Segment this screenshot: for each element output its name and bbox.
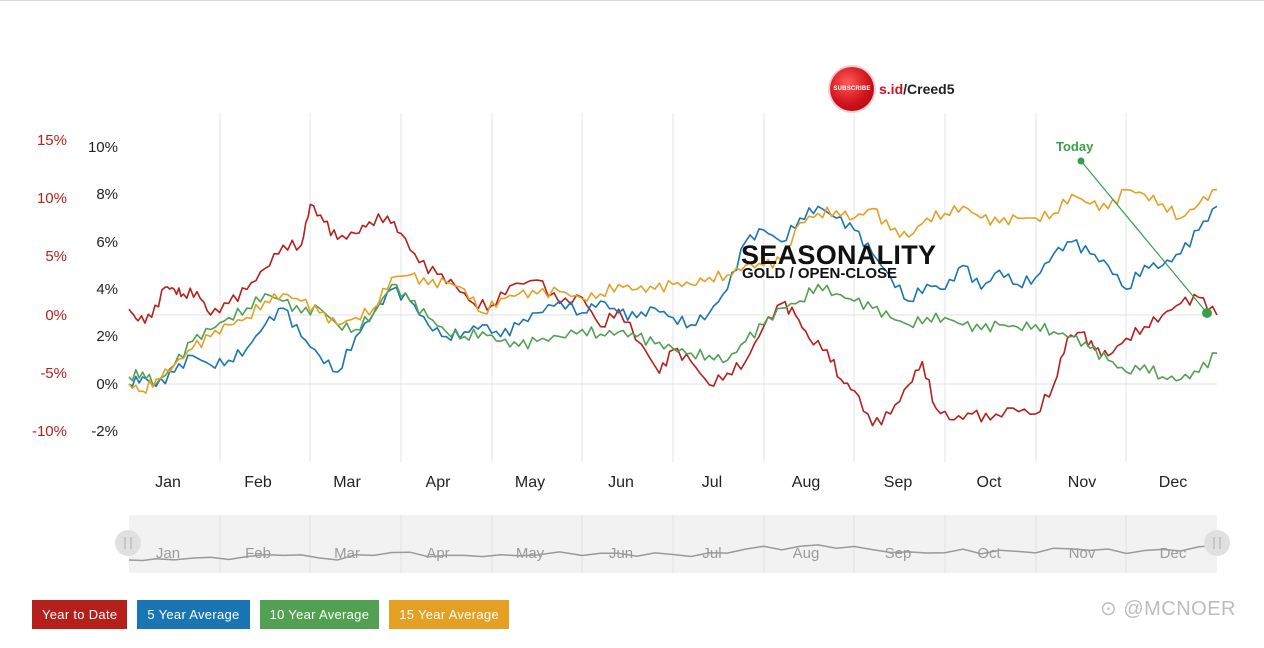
month-label: Nov — [1067, 474, 1097, 491]
left-axis-tick: 10% — [36, 190, 67, 207]
series-line-10-year-average — [128, 283, 1218, 386]
avg-axis-tick: 10% — [87, 139, 118, 156]
left-axis-tick: 5% — [45, 248, 67, 265]
navigator-series — [128, 544, 1218, 562]
navigator-right-handle[interactable] — [1204, 530, 1230, 556]
navigator-month-label: Jul — [702, 545, 722, 562]
month-label: Feb — [244, 474, 272, 491]
month-label: Jan — [155, 474, 181, 491]
month-label: May — [514, 474, 546, 491]
navigator-month-label: Mar — [334, 545, 360, 562]
month-label: Jul — [701, 474, 723, 491]
top-divider — [0, 0, 1264, 1]
today-marker-line — [1080, 160, 1208, 314]
left-axis-tick: -5% — [40, 365, 67, 382]
avg-axis-tick: 6% — [96, 234, 118, 251]
navigator-left-handle[interactable] — [115, 530, 141, 556]
month-label: Sep — [883, 474, 913, 491]
today-marker-dot — [1077, 157, 1085, 165]
chart-subtitle: GOLD / OPEN-CLOSE — [742, 265, 898, 282]
chart-title: SEASONALITY — [741, 240, 937, 270]
avg-axis-tick: 8% — [96, 186, 118, 203]
left-axis-tick: 15% — [36, 132, 67, 149]
legend-5-year-average-button[interactable]: 5 Year Average — [137, 600, 250, 629]
month-label: Mar — [333, 474, 361, 491]
legend-year-to-date-button[interactable]: Year to Date — [32, 600, 128, 629]
navigator-month-label: Jun — [608, 545, 634, 562]
month-label: Apr — [425, 474, 451, 491]
series-line-5-year-average — [128, 205, 1218, 388]
navigator-month-label: Aug — [792, 545, 820, 562]
legend-15-year-average-button[interactable]: 15 Year Average — [389, 600, 509, 629]
avg-axis-tick: -2% — [91, 423, 118, 440]
series-line-year-to-date — [128, 203, 1218, 427]
avg-axis-tick: 4% — [96, 281, 118, 298]
navigator-month-label: Apr — [426, 545, 450, 562]
today-label: Today — [1056, 139, 1094, 154]
navigator-month-label: Sep — [884, 545, 912, 562]
navigator-gridlines — [219, 515, 1127, 573]
today-endpoint-dot — [1202, 308, 1212, 318]
legend: Year to Date 5 Year Average 10 Year Aver… — [32, 600, 519, 629]
month-label: Jun — [608, 474, 634, 491]
avg-axis-tick: 2% — [96, 328, 118, 345]
series-line-15-year-average — [128, 188, 1218, 394]
avg-axis-tick: 0% — [96, 376, 118, 393]
series-lines — [128, 188, 1218, 427]
navigator-month-label: Feb — [245, 545, 271, 562]
month-label: Oct — [976, 474, 1002, 491]
navigator-month-label: Dec — [1159, 545, 1187, 562]
watermark: ⊙ @MCNOER — [1100, 598, 1237, 620]
month-label: Dec — [1158, 474, 1188, 491]
vertical-gridlines — [219, 113, 1127, 462]
subscribe-badge[interactable]: SUBSCRIBE — [830, 67, 874, 111]
navigator-month-label: Jan — [155, 545, 181, 562]
navigator-month-label: May — [515, 545, 545, 562]
channel-link[interactable]: s.id/Creed5 — [879, 81, 955, 97]
month-label: Aug — [791, 474, 821, 491]
navigator-month-label: Oct — [977, 545, 1001, 562]
legend-10-year-average-button[interactable]: 10 Year Average — [259, 600, 380, 629]
left-axis-tick: -10% — [31, 423, 67, 440]
left-axis-tick: 0% — [45, 307, 67, 324]
navigator-month-label: Nov — [1068, 545, 1096, 562]
